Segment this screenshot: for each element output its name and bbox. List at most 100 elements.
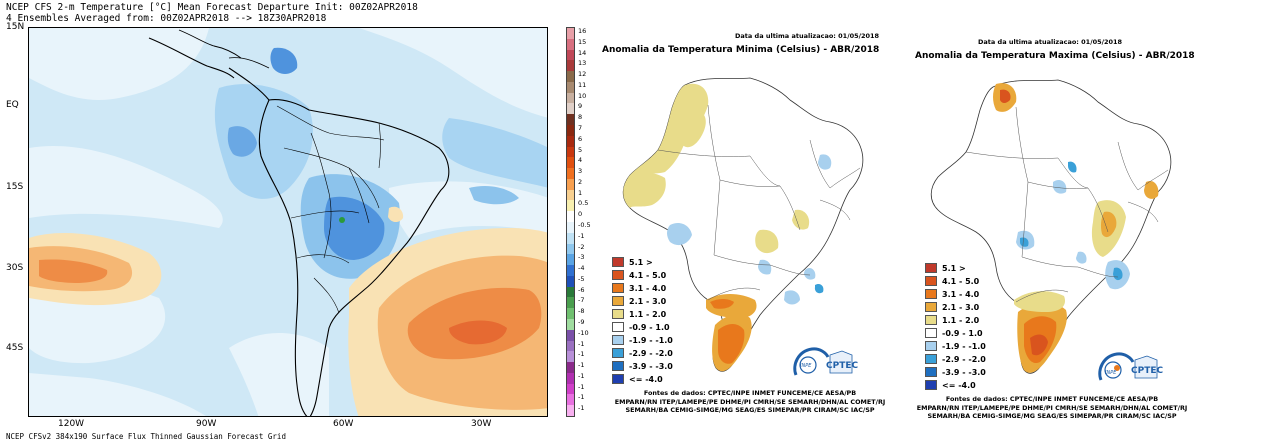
colorbar-tick-label: -8 [578,307,585,316]
colorbar-segment [567,254,574,266]
legend-label: 1.1 - 2.0 [629,309,667,319]
legend-label: 3.1 - 4.0 [629,283,667,293]
cfs-colorbar [566,27,575,417]
legend-label: -3.9 - -3.0 [942,367,986,377]
colorbar-segment [567,405,574,417]
sources-line1: Fontes de dados: CPTEC/INPE INMET FUNCEM… [643,389,857,397]
colorbar-segment [567,319,574,331]
legend-swatch [925,302,937,312]
legend-swatch [925,367,937,377]
legend-row: 2.1 - 3.0 [925,302,979,312]
colorbar-segment [567,114,574,126]
lat-label-30s: 30S [6,263,24,273]
legend-label: <= -4.0 [942,380,976,390]
colorbar-segment [567,275,574,288]
colorbar-tick-label: 0 [578,210,583,219]
colorbar-segment [567,146,574,158]
colorbar-tick-label: 1 [578,188,583,197]
colorbar-tick-label: 0.5 [578,199,589,208]
colorbar-segment [567,372,574,385]
min-anomaly-map [622,77,864,372]
legend-swatch [925,380,937,390]
legend-swatch [925,354,937,364]
colorbar-tick-label: -5 [578,274,585,283]
legend-label: -2.9 - -2.0 [629,348,673,358]
colorbar-segment [567,394,574,406]
colorbar-segment [567,362,574,374]
colorbar-tick-label: -3 [578,253,585,262]
colorbar-segment [567,168,574,180]
legend-label: -3.9 - -3.0 [629,361,673,371]
colorbar-tick-label: 14 [578,48,587,57]
colorbar-segment [567,211,574,223]
legend-row: 1.1 - 2.0 [925,315,979,325]
legend-label: -1.9 - -1.0 [942,341,986,351]
legend-label: -0.9 - 1.0 [942,328,983,338]
lon-label-60w: 60W [333,419,354,429]
legend-row: -1.9 - -1.0 [612,335,673,345]
legend-label: 2.1 - 3.0 [942,302,980,312]
cfs-footer: NCEP CFSv2 384x190 Surface Flux Thinned … [6,432,286,441]
colorbar-tick-label: -1 [578,393,585,402]
legend-label: 4.1 - 5.0 [629,270,667,280]
legend-row: 2.1 - 3.0 [612,296,666,306]
colorbar-segment [567,71,574,83]
legend-label: 1.1 - 2.0 [942,315,980,325]
colorbar-segment [567,265,574,277]
legend-label: 5.1 > [629,257,653,267]
colorbar-tick-label: 9 [578,102,583,111]
legend-row: 4.1 - 5.0 [612,270,666,280]
min-map-title: Anomalia da Temperatura Minima (Celsius)… [602,45,880,55]
colorbar-tick-label: 8 [578,113,583,122]
colorbar-tick-label: 5 [578,145,583,154]
colorbar-tick-label: -1 [578,404,585,413]
colorbar-tick-label: 11 [578,80,587,89]
cfs-anomaly-map [28,27,548,417]
colorbar-segment [567,383,574,395]
legend-row: -3.9 - -3.0 [925,367,986,377]
legend-row: 5.1 > [612,257,653,267]
legend-row: -0.9 - 1.0 [925,328,983,338]
colorbar-segment [567,38,574,51]
legend-label: 4.1 - 5.0 [942,276,980,286]
colorbar-tick-label: 2 [578,177,583,186]
colorbar-tick-label: -9 [578,318,585,326]
cfs-forecast-panel: NCEP CFS 2-m Temperature [°C] Mean Forec… [0,0,600,446]
sources-line2: EMPARN/RN ITEP/LAMEPE/PE DHME/PI CMRH/SE… [614,397,886,406]
colorbar-segment [567,28,574,40]
cfs-title-line2: 4 Ensembles Averaged from: 00Z02APR2018 … [6,13,327,24]
colorbar-tick-label: 4 [578,156,583,165]
colorbar-segment [567,308,574,320]
lon-label-30w: 30W [471,419,492,429]
cptec-logo-text: CPTEC [1131,366,1163,376]
legend-label: -2.9 - -2.0 [942,354,986,364]
legend-swatch [612,257,624,267]
colorbar-tick-label: -4 [578,264,585,273]
legend-swatch [925,341,937,351]
legend-row: -1.9 - -1.0 [925,341,986,351]
legend-swatch [925,289,937,299]
colorbar-segment [567,232,574,245]
legend-swatch [612,283,624,293]
max-anomaly-map [930,79,1172,374]
colorbar-segment [567,92,574,104]
cfs-map-svg [29,28,547,416]
colorbar-segment [567,60,574,72]
colorbar-tick-label: -1 [578,350,585,359]
cptec-logo-text: CPTEC [826,361,858,371]
colorbar-segment [567,157,574,169]
legend-swatch [612,296,624,306]
legend-label: 3.1 - 4.0 [942,289,980,299]
colorbar-tick-label: 10 [578,91,587,100]
lat-label-15n: 15N [6,22,25,32]
colorbar-tick-label: -1 [578,361,585,370]
colorbar-tick-label: 7 [578,124,583,132]
colorbar-tick-label: -1 [578,339,585,348]
colorbar-tick-label: -1 [578,382,585,391]
colorbar-segment [567,222,574,234]
colorbar-segment [567,135,574,148]
colorbar-segment [567,351,574,363]
max-temp-panel: Data da ultima atualizacao: 01/05/2018 A… [900,0,1200,446]
colorbar-tick-label: 16 [578,27,587,35]
lon-label-120w: 120W [58,419,85,429]
